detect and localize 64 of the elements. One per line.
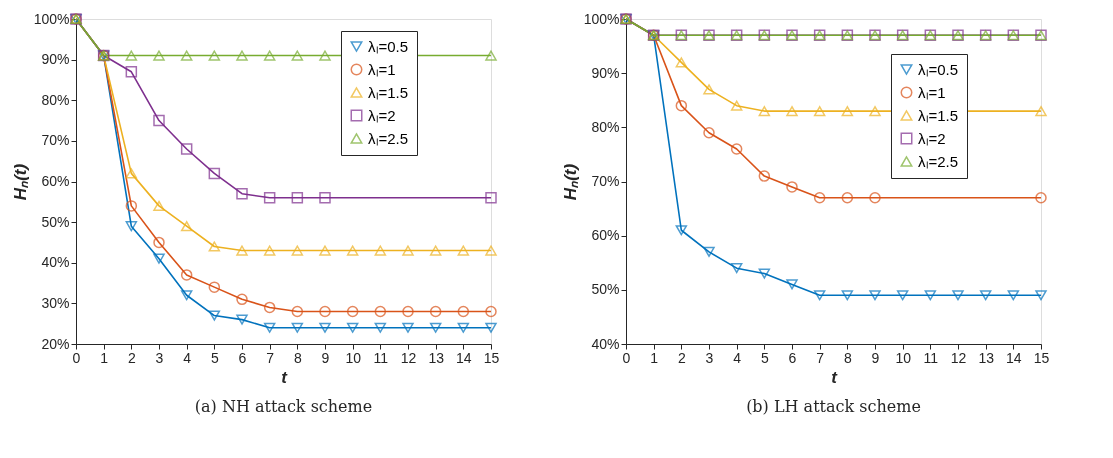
x-tick-label: 7 <box>266 349 275 366</box>
x-tick-label: 5 <box>760 349 769 366</box>
x-tick-label: 10 <box>895 349 912 366</box>
y-tick-label: 40% <box>41 254 70 271</box>
legend-label: λₗ=1 <box>368 60 396 78</box>
legend-label: λₗ=1 <box>918 83 946 101</box>
y-tick-label: 100% <box>33 10 70 27</box>
x-tick-label: 6 <box>788 349 797 366</box>
y-tick-label: 60% <box>41 173 70 189</box>
x-tick-label: 15 <box>483 349 500 366</box>
x-tick-label: 3 <box>705 349 714 366</box>
legend-label: λₗ=0.5 <box>368 37 409 55</box>
y-tick-label: 70% <box>41 132 70 149</box>
x-tick-label: 15 <box>1033 349 1050 366</box>
y-tick-label: 30% <box>41 294 70 311</box>
y-tick-label: 50% <box>41 213 70 230</box>
x-tick-label: 1 <box>100 349 109 366</box>
y-tick-label: 50% <box>591 281 620 298</box>
x-tick-label: 14 <box>456 349 472 366</box>
x-tick-label: 8 <box>293 349 302 366</box>
x-tick-label: 4 <box>733 349 742 366</box>
legend-label: λₗ=2.5 <box>918 152 959 170</box>
y-tick-label: 90% <box>41 51 70 68</box>
x-tick-label: 7 <box>816 349 825 366</box>
x-tick-label: 9 <box>871 349 880 366</box>
x-tick-label: 13 <box>978 349 995 366</box>
text: (a) NH attack scheme <box>194 397 373 416</box>
x-tick-label: 6 <box>238 349 247 366</box>
x-tick-label: 4 <box>183 349 192 366</box>
x-tick-label: 2 <box>677 349 686 366</box>
text: (b) LH attack scheme <box>746 397 921 416</box>
x-axis-title: t <box>281 367 289 387</box>
x-tick-label: 11 <box>373 349 389 366</box>
y-tick-label: 90% <box>591 64 620 81</box>
y-tick-label: 20% <box>41 335 70 352</box>
x-tick-label: 1 <box>650 349 659 366</box>
y-axis-title: Hₙ(t) <box>10 163 30 201</box>
x-tick-label: 10 <box>345 349 362 366</box>
x-tick-label: 0 <box>72 349 81 366</box>
x-tick-label: 13 <box>428 349 445 366</box>
legend-label: λₗ=0.5 <box>918 60 959 78</box>
x-tick-label: 11 <box>923 349 939 366</box>
y-tick-label: 100% <box>583 10 620 27</box>
legend-label: λₗ=1.5 <box>368 83 409 101</box>
y-tick-label: 80% <box>591 118 620 135</box>
x-tick-label: 5 <box>210 349 219 366</box>
legend-label: λₗ=1.5 <box>918 106 959 124</box>
y-tick-label: 70% <box>591 173 620 189</box>
y-tick-label: 40% <box>591 335 620 352</box>
x-tick-label: 12 <box>950 349 967 366</box>
x-axis-title: t <box>831 367 839 387</box>
x-tick-label: 0 <box>622 349 631 366</box>
x-tick-label: 14 <box>1006 349 1022 366</box>
y-tick-label: 80% <box>41 91 70 108</box>
y-axis-title: Hₙ(t) <box>560 163 580 201</box>
legend-label: λₗ=2.5 <box>368 129 409 147</box>
x-tick-label: 3 <box>155 349 164 366</box>
x-tick-label: 8 <box>843 349 852 366</box>
legend-label: λₗ=2 <box>368 106 396 124</box>
x-tick-label: 2 <box>127 349 136 366</box>
y-tick-label: 60% <box>591 227 620 244</box>
x-tick-label: 12 <box>400 349 417 366</box>
x-tick-label: 9 <box>321 349 330 366</box>
legend-label: λₗ=2 <box>918 129 946 147</box>
